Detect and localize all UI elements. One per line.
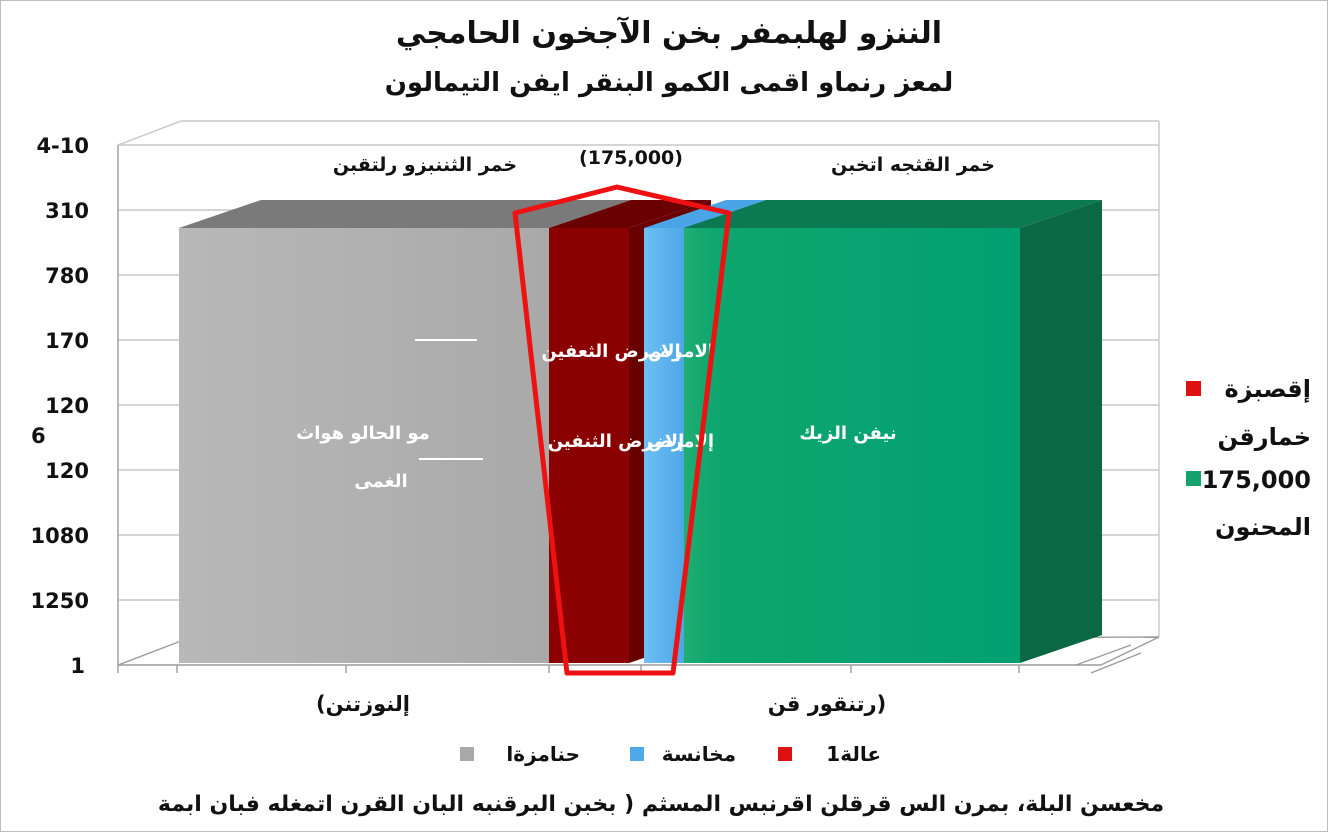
- bar-label: إلامرض الثنفين: [548, 431, 685, 452]
- bar-top-face: [684, 200, 1102, 228]
- bar-label: إلامرض الثعفين: [541, 341, 680, 362]
- y-side-label: 6: [31, 424, 46, 448]
- chart-subtitle: لمعز رنماو اقمى الكمو البنقر ايفن التيما…: [385, 68, 954, 98]
- y-tick-label: 1: [70, 654, 85, 678]
- y-tick-label: 120: [45, 459, 89, 483]
- bar-side-face: [1020, 200, 1102, 663]
- group-header: خمر القثجه اتخبن: [831, 154, 995, 176]
- bar-front-face: [549, 228, 629, 663]
- legend-swatch: [630, 747, 644, 761]
- legend-swatch: [1186, 471, 1201, 486]
- legend-label: المحنون: [1215, 513, 1311, 541]
- bar-label: نيفن الزيك: [799, 423, 896, 444]
- legend-label: مخانسة: [662, 742, 736, 766]
- legend-label: 175,000: [1202, 466, 1311, 494]
- bar-top-face: [644, 200, 766, 228]
- y-tick-label: 780: [45, 264, 89, 288]
- y-tick-label: 1250: [31, 589, 89, 613]
- y-tick-label: 170: [45, 329, 89, 353]
- legend-label: عالة1: [826, 742, 881, 766]
- y-tick-label: 310: [45, 199, 89, 223]
- legend-label: حنامزةا: [506, 742, 580, 766]
- bar-label: مو الحالو هواث: [296, 423, 430, 444]
- y-axis: 4-10 310 780 170 120 120 1080 1250 1 6: [31, 134, 89, 678]
- legend-swatch: [778, 747, 792, 761]
- bar-labels: مو الحالو هواث الغمى إلامرض الثعفين إلام…: [296, 339, 897, 492]
- highlight-outline: [512, 184, 732, 676]
- y-tick-label: 120: [45, 394, 89, 418]
- right-legend: إقصبزة خمارقن 175,000 المحنون: [1186, 375, 1311, 541]
- bar-front-face: [644, 228, 684, 663]
- legend-label: خمارقن: [1217, 423, 1311, 451]
- bar-top-face: [549, 200, 711, 228]
- bar: [644, 200, 766, 663]
- chart-footnote: مخعسن البلة، بمرن الس قرقلن اقرنبس المسث…: [158, 792, 1164, 817]
- bar: [179, 200, 631, 663]
- legend-label: إقصبزة: [1225, 375, 1311, 403]
- bar-label: الغمى: [354, 471, 407, 492]
- chart-title: الننزو لهلبمفر بخن الآجخون الحامجي: [396, 16, 942, 51]
- bar-front-face: [179, 228, 549, 663]
- bars: [179, 200, 1102, 663]
- highlight-label: (175,000): [579, 147, 683, 169]
- bottom-legend: حنامزةا مخانسة عالة1: [460, 742, 881, 766]
- bar-label: إلامرض: [648, 431, 714, 452]
- bar-front-face: [684, 228, 1020, 663]
- legend-swatch: [460, 747, 474, 761]
- bar-label: إلامرض: [648, 341, 714, 362]
- y-tick-label: 4-10: [36, 134, 89, 158]
- bar: [684, 200, 1102, 663]
- legend-swatch: [1186, 381, 1201, 396]
- x-category-label: (إلنوزتنن: [316, 692, 410, 716]
- x-category-label: رتنقور قن): [768, 692, 887, 716]
- group-header: خمر الثننبزو رلتقبن: [333, 154, 517, 176]
- y-tick-label: 1080: [31, 524, 89, 548]
